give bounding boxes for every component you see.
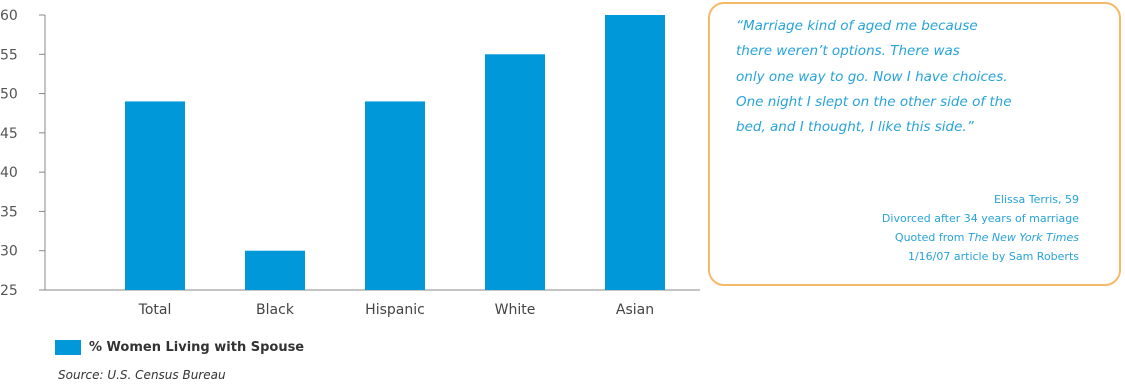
bar-black <box>245 250 305 290</box>
y-tick-label: 40 <box>0 165 18 181</box>
legend: % Women Living with Spouse <box>55 338 304 356</box>
attribution-publication: The New York Times <box>967 231 1079 244</box>
attribution-quoted-prefix: Quoted from <box>894 231 968 244</box>
quote-line: “Marriage kind of aged me because <box>736 18 978 34</box>
quote-line: One night I slept on the other side of t… <box>736 93 1012 110</box>
y-axis-ticks: 25 30 35 40 45 50 55 60 <box>0 8 45 299</box>
x-tick-label-asian: Asian <box>616 302 654 318</box>
quote-line: only one way to go. Now I have choices. <box>736 68 1008 85</box>
source-note: Source: U.S. Census Bureau <box>58 368 226 382</box>
legend-swatch <box>55 339 81 355</box>
y-tick-label: 30 <box>0 244 18 260</box>
quote-line: there weren’t options. There was <box>736 43 960 60</box>
legend-label: % Women Living with Spouse <box>89 339 305 355</box>
y-tick-label: 45 <box>0 126 18 142</box>
bar-hispanic <box>365 101 425 290</box>
quote-line: bed, and I thought, I like this side.” <box>736 119 974 136</box>
attribution-article: 1/16/07 article by Sam Roberts <box>907 250 1079 263</box>
attribution-name: Elissa Terris, 59 <box>993 193 1079 206</box>
y-tick-label: 55 <box>0 47 18 63</box>
x-tick-label-hispanic: Hispanic <box>365 302 425 318</box>
quote-text: “Marriage kind of aged me because there … <box>736 14 1116 140</box>
quote-box: “Marriage kind of aged me because there … <box>708 2 1121 286</box>
bar-chart: 25 30 35 40 45 50 55 60 Total Black Hispanic White… <box>0 8 700 318</box>
bar-asian <box>605 15 665 290</box>
x-axis-labels: Total Black Hispanic White Asian <box>138 302 654 318</box>
y-tick-label: 25 <box>0 283 18 299</box>
x-tick-label-total: Total <box>138 302 172 318</box>
bars-group <box>125 15 665 291</box>
attribution-detail: Divorced after 34 years of marriage <box>881 212 1079 225</box>
y-tick-label: 35 <box>0 204 18 220</box>
x-tick-label-black: Black <box>256 302 295 318</box>
quote-attribution: Elissa Terris, 59 Divorced after 34 year… <box>882 190 1079 266</box>
bar-white <box>485 54 545 291</box>
y-tick-label: 50 <box>0 87 18 103</box>
x-tick-label-white: White <box>495 302 536 318</box>
y-tick-label: 60 <box>0 8 18 24</box>
bar-total <box>125 101 185 290</box>
attribution-source: Quoted from The New York Times <box>882 228 1079 247</box>
